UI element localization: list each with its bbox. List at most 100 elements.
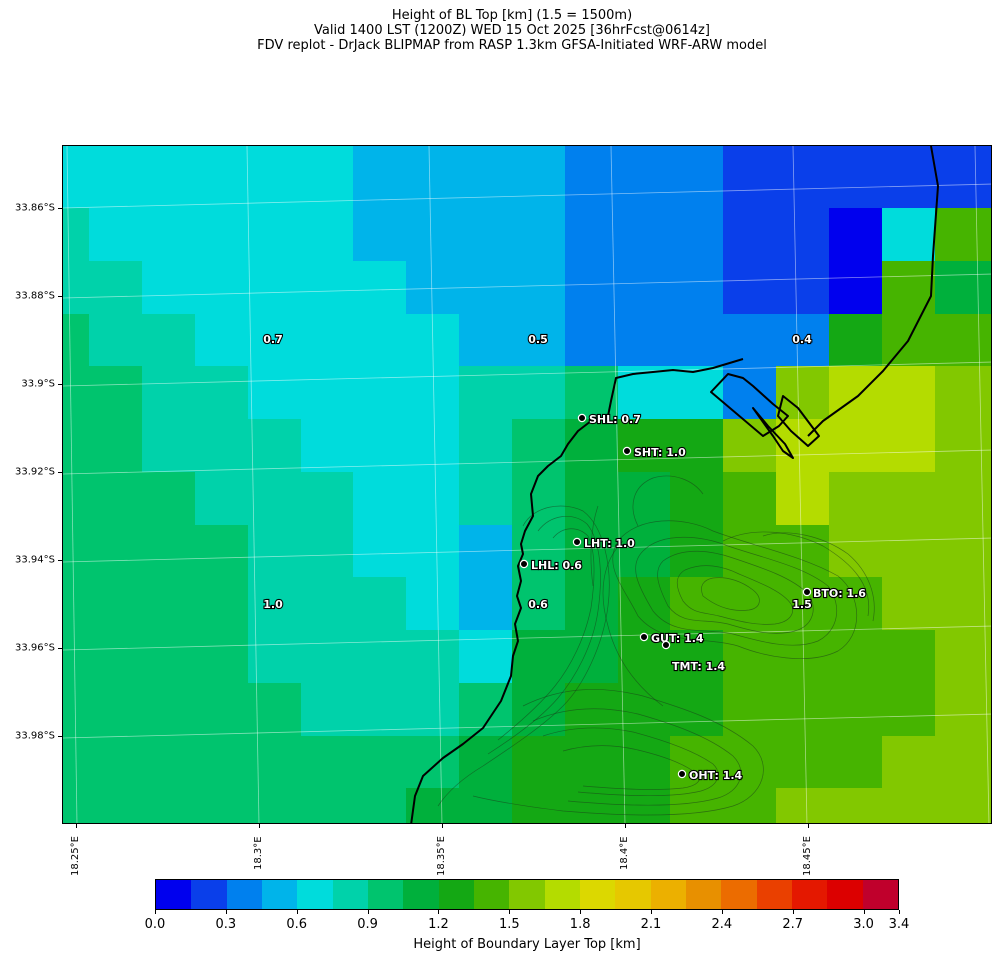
station-label: GUT: 1.4 <box>651 632 704 645</box>
grid-cell <box>353 208 407 262</box>
grid-cell <box>618 683 671 737</box>
grid-cell <box>882 261 936 315</box>
grid-cell <box>512 525 566 578</box>
grid-cell <box>618 261 671 315</box>
coastline <box>410 146 939 823</box>
station-dot[interactable] <box>677 769 687 779</box>
station-lht[interactable]: LHT: 1.0 <box>572 536 636 551</box>
grid-cell <box>670 261 724 315</box>
grid-cell <box>670 683 724 737</box>
grid-cell <box>63 366 90 420</box>
grid-cell <box>195 472 249 526</box>
colorbar-tick <box>155 910 156 914</box>
colorbar-tick-label: 0.6 <box>286 917 308 932</box>
grid-cell <box>723 314 777 367</box>
lat-label: 33.9°S <box>21 378 55 390</box>
grid-cell <box>670 419 724 473</box>
grid-cell <box>248 146 302 209</box>
grid-cell <box>353 630 407 684</box>
lat-label: 33.86°S <box>15 202 55 214</box>
grid-cell <box>459 314 513 367</box>
colorbar-tick-label: 3.0 <box>853 917 874 932</box>
station-dot[interactable] <box>639 632 649 642</box>
grid-cell <box>512 736 566 789</box>
station-dot[interactable] <box>572 537 582 547</box>
grid-cell <box>301 419 354 473</box>
lat-label: 33.98°S <box>15 730 55 742</box>
grid-cell <box>565 736 619 789</box>
grid-cell <box>565 261 619 315</box>
lon-tick <box>808 824 809 828</box>
title-line-1: Height of BL Top [km] (1.5 = 1500m) <box>391 8 633 23</box>
grid-cell <box>406 472 460 526</box>
grid-cell <box>670 736 724 789</box>
station-sht[interactable]: SHT: 1.0 <box>622 445 687 460</box>
grid-cell <box>776 736 830 789</box>
grid-cell <box>723 683 777 737</box>
station-oht[interactable]: OHT: 1.4 <box>677 768 744 783</box>
grid-cell <box>142 577 196 631</box>
grid-cell <box>565 788 619 823</box>
station-label: SHT: 1.0 <box>634 446 686 459</box>
grid-value-label: 1.5 <box>792 598 812 611</box>
colorbar-tick-label: 0.0 <box>144 917 166 932</box>
grid-cell <box>195 736 249 789</box>
station-dot[interactable] <box>661 640 671 650</box>
grid-cell <box>935 146 991 209</box>
grid-cell <box>882 146 936 209</box>
grid-cell <box>142 788 196 823</box>
station-dot[interactable] <box>622 446 632 456</box>
station-shl[interactable]: SHL: 0.7 <box>577 412 642 427</box>
grid-cell <box>248 683 302 737</box>
grid-cell <box>142 419 196 473</box>
colorbar-segment <box>156 880 192 909</box>
map-plot-area[interactable]: 0.7 0.5 0.4 1.0 0.6 1.5 SHL: 0.7 SHT: 1.0 LHT: … <box>62 145 992 824</box>
grid-cell <box>829 419 883 473</box>
grid-cell <box>776 683 830 737</box>
grid-cell <box>935 208 991 262</box>
grid-cell <box>63 630 90 684</box>
station-label: OHT: 1.4 <box>689 769 743 782</box>
grid-cell <box>565 314 619 367</box>
station-dot[interactable] <box>802 587 812 597</box>
grid-cell <box>406 577 460 631</box>
grid-cell <box>301 146 354 209</box>
map-title: Height of BL Top [km] (1.5 = 1500m) Vali… <box>0 8 1001 53</box>
grid-cell <box>512 419 566 473</box>
grid-cell <box>459 472 513 526</box>
lon-tick <box>259 824 260 828</box>
grid-cell <box>353 577 407 631</box>
grid-value-labels: 0.7 0.5 0.4 1.0 0.6 1.5 <box>262 332 813 612</box>
grid-cell <box>670 208 724 262</box>
grid-cell <box>142 525 196 578</box>
grid-cell <box>776 419 830 473</box>
colorbar-segment <box>191 880 227 909</box>
lon-label: 18.35°E <box>436 836 447 876</box>
grid-cell <box>248 630 302 684</box>
grid-cell <box>353 472 407 526</box>
station-tmt[interactable]: TMT: 1.4 <box>661 640 727 674</box>
station-lhl[interactable]: LHL: 0.6 <box>519 558 583 573</box>
lon-label: 18.25°E <box>70 836 81 876</box>
lat-tick <box>58 648 62 649</box>
station-bto[interactable]: BTO: 1.6 <box>802 586 867 601</box>
grid-cell <box>63 472 90 526</box>
colorbar-segment <box>403 880 439 909</box>
grid-cell <box>459 630 513 684</box>
grid-cell <box>142 366 196 420</box>
grid-cell <box>301 683 354 737</box>
grid-cell <box>248 208 302 262</box>
grid-cell <box>776 146 830 209</box>
station-dot[interactable] <box>519 559 529 569</box>
grid-cell <box>935 314 991 367</box>
grid-cell <box>829 146 883 209</box>
grid-cell <box>776 472 830 526</box>
station-dot[interactable] <box>577 413 587 423</box>
grid-cell <box>829 736 883 789</box>
lon-tick <box>442 824 443 828</box>
grid-cell <box>882 419 936 473</box>
colorbar-tick <box>367 910 369 914</box>
grid-cell <box>301 525 354 578</box>
station-label: LHL: 0.6 <box>531 559 582 572</box>
grid-cell <box>512 683 566 737</box>
